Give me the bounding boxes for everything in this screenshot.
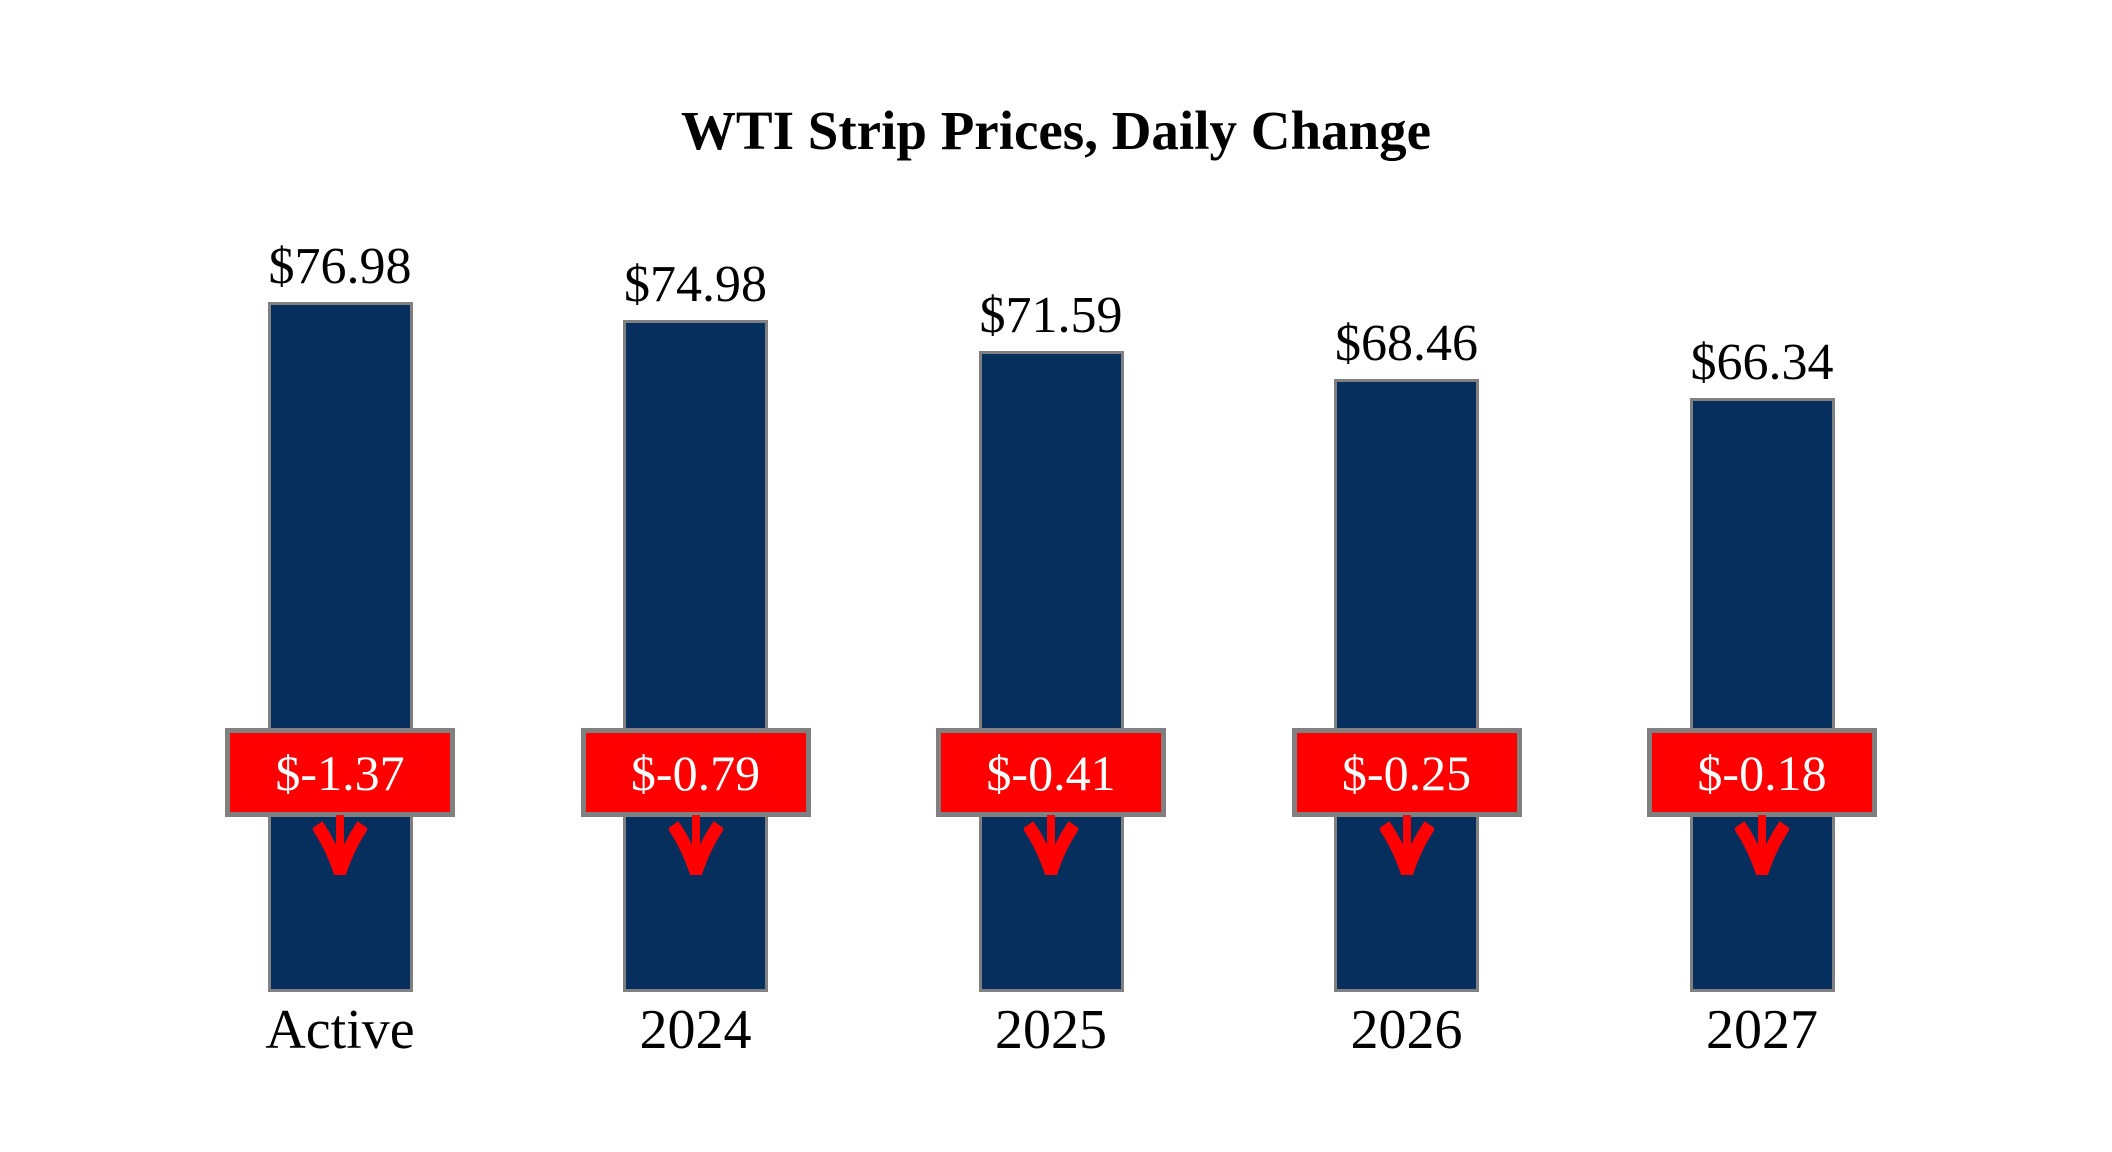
category-label: 2024 — [639, 999, 752, 1061]
down-arrow-icon — [313, 815, 367, 875]
chart-title: WTI Strip Prices, Daily Change — [680, 100, 1432, 161]
bar-value-label: $68.46 — [1335, 315, 1478, 372]
daily-change-badge: $-0.79 — [580, 728, 811, 817]
bar-value-label: $71.59 — [979, 287, 1123, 344]
bar — [1334, 379, 1479, 992]
down-arrow-icon — [1024, 815, 1078, 875]
category-label: 2026 — [1350, 999, 1463, 1061]
bar — [1689, 398, 1835, 992]
down-arrow-icon — [1379, 815, 1434, 875]
bar — [978, 351, 1124, 992]
daily-change-badge: $-1.37 — [225, 728, 455, 817]
daily-change-badge: $-0.41 — [936, 728, 1166, 817]
daily-change-badge: $-0.25 — [1291, 728, 1522, 817]
down-arrow-icon — [668, 815, 723, 875]
category-label: 2025 — [995, 999, 1107, 1061]
bar — [623, 320, 768, 992]
down-arrow-icon — [1735, 815, 1789, 875]
category-label: 2027 — [1706, 999, 1818, 1061]
bar — [267, 302, 413, 992]
daily-change-badge: $-0.18 — [1647, 728, 1877, 817]
category-label: Active — [265, 999, 415, 1061]
bar-value-label: $74.98 — [624, 256, 767, 313]
bar-value-label: $66.34 — [1690, 334, 1834, 391]
bar-value-label: $76.98 — [268, 238, 412, 295]
